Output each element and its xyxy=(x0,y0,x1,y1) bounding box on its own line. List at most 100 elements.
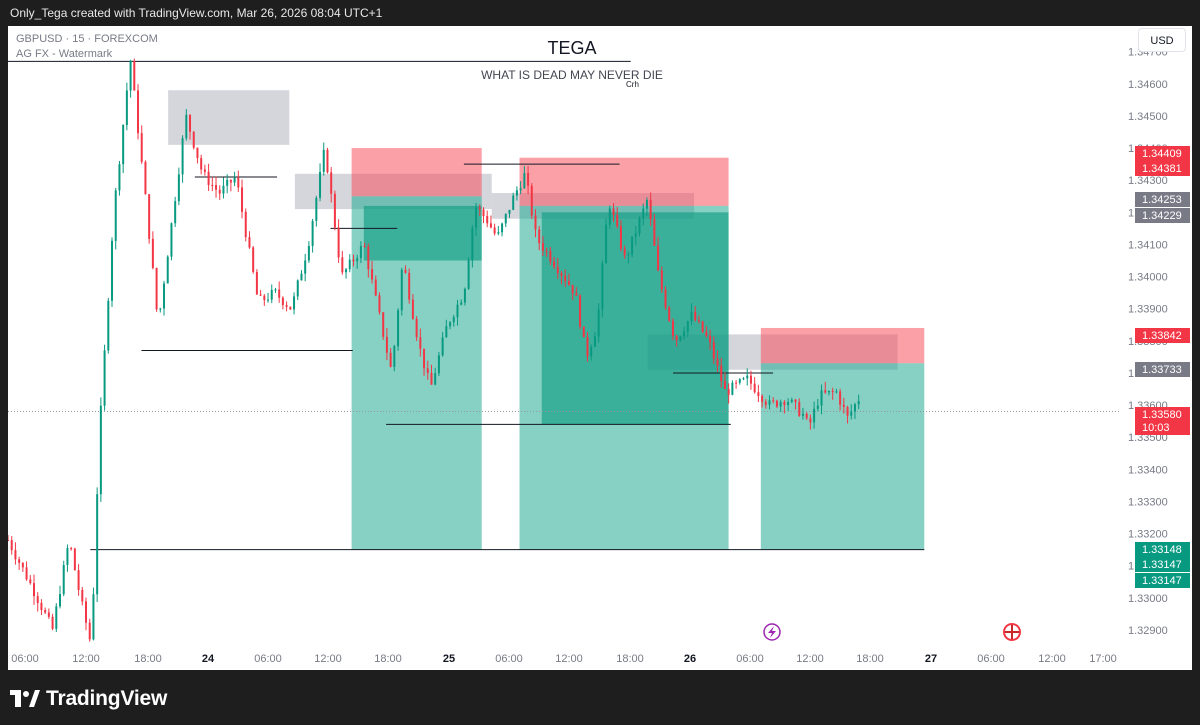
candle-body-223 xyxy=(835,391,838,393)
candle-body-43 xyxy=(166,256,169,284)
candle-body-211 xyxy=(790,399,793,402)
price-label-bg-1 xyxy=(1135,161,1190,176)
candle-body-146 xyxy=(549,251,552,262)
candle-body-19 xyxy=(77,570,80,590)
candle-body-136 xyxy=(512,195,515,210)
price-label-9: 1.33147 xyxy=(1142,575,1182,587)
y-tick-label-14: 1.33300 xyxy=(1128,496,1168,508)
candle-body-0 xyxy=(8,539,9,541)
price-label-5: 1.33733 xyxy=(1142,364,1182,376)
candle-body-105 xyxy=(397,310,400,347)
x-tick-label-7: 25 xyxy=(443,653,455,665)
lines-layer xyxy=(8,60,1120,551)
flash-bolt-icon xyxy=(768,626,776,638)
candle-body-79 xyxy=(300,273,303,281)
chart-area[interactable]: 1.347001.346001.345001.344001.343001.342… xyxy=(8,26,1192,670)
candle-body-147 xyxy=(553,261,556,267)
chart-title: TEGA xyxy=(547,38,596,58)
candle-body-32 xyxy=(125,90,128,125)
candle-body-108 xyxy=(408,272,411,300)
candle-body-55 xyxy=(211,184,214,186)
candle-body-66 xyxy=(252,247,255,272)
candle-body-210 xyxy=(787,401,790,406)
candle-body-155 xyxy=(582,326,585,338)
candle-body-168 xyxy=(631,236,634,255)
candle-body-58 xyxy=(222,185,225,194)
price-label-bg-2 xyxy=(1135,192,1190,207)
candle-body-137 xyxy=(515,190,518,196)
candle-body-228 xyxy=(853,404,856,412)
candle-body-120 xyxy=(452,317,455,323)
candle-body-119 xyxy=(449,322,452,327)
zones-layer xyxy=(168,90,925,550)
gray-zone-1 xyxy=(168,90,290,145)
candle-body-39 xyxy=(151,238,154,269)
x-tick-label-17: 12:00 xyxy=(1038,653,1066,665)
candle-body-139 xyxy=(523,172,526,189)
candle-body-215 xyxy=(805,413,808,419)
candle-body-226 xyxy=(846,406,849,416)
x-tick-label-10: 18:00 xyxy=(616,653,644,665)
candle-body-2 xyxy=(14,550,17,560)
candle-body-54 xyxy=(207,171,210,185)
candle-body-112 xyxy=(423,348,426,369)
stop-zone-1 xyxy=(351,148,482,197)
y-tick-label-17: 1.33000 xyxy=(1128,593,1168,605)
candle-body-209 xyxy=(783,401,786,406)
annotation-crh: Crh xyxy=(626,80,639,89)
candle-body-227 xyxy=(850,411,853,416)
price-label-bg-8 xyxy=(1135,557,1190,572)
candle-body-224 xyxy=(839,391,842,405)
candle-body-192 xyxy=(720,365,723,382)
candle-body-27 xyxy=(107,300,110,351)
candle-body-42 xyxy=(163,283,166,309)
candle-body-106 xyxy=(400,269,403,311)
candle-body-118 xyxy=(445,326,448,338)
candle-body-21 xyxy=(85,601,88,623)
currency-button[interactable]: USD xyxy=(1138,28,1186,52)
candle-body-5 xyxy=(25,567,28,580)
candle-body-7 xyxy=(33,583,36,597)
candle-body-96 xyxy=(363,245,366,247)
candle-body-8 xyxy=(36,596,39,603)
candle-body-160 xyxy=(601,263,604,310)
candle-body-126 xyxy=(475,207,478,228)
candle-body-23 xyxy=(92,594,95,640)
candle-body-22 xyxy=(88,622,91,640)
candle-body-173 xyxy=(649,200,652,220)
candle-body-216 xyxy=(809,418,812,423)
candle-body-207 xyxy=(775,400,778,407)
candle-body-129 xyxy=(486,216,489,224)
candle-body-1 xyxy=(10,540,13,551)
candle-body-104 xyxy=(393,346,396,367)
symbol-info: GBPUSD · 15 · FOREXCOM xyxy=(16,33,158,45)
candle-body-95 xyxy=(359,245,362,259)
candle-body-85 xyxy=(322,149,325,172)
price-label-2: 1.34253 xyxy=(1142,194,1182,206)
candle-body-208 xyxy=(779,401,782,407)
candle-body-71 xyxy=(270,289,273,300)
candle-body-191 xyxy=(716,358,719,366)
candle-body-26 xyxy=(103,350,106,406)
candle-body-18 xyxy=(73,548,76,571)
candle-body-76 xyxy=(289,306,292,310)
candle-body-29 xyxy=(114,190,117,241)
candle-body-177 xyxy=(664,289,667,308)
tradingview-logo[interactable]: TradingView xyxy=(10,687,167,711)
price-chart[interactable]: 1.347001.346001.345001.344001.343001.342… xyxy=(8,26,1192,670)
candle-body-135 xyxy=(508,209,511,214)
candle-body-65 xyxy=(248,237,251,248)
candle-body-199 xyxy=(746,375,749,379)
candle-body-77 xyxy=(293,296,296,310)
candle-body-197 xyxy=(738,379,741,383)
candle-body-13 xyxy=(55,606,58,629)
candle-body-157 xyxy=(590,346,593,357)
candle-body-48 xyxy=(185,114,188,139)
candle-body-174 xyxy=(653,219,656,246)
axes-layer: 1.347001.346001.345001.344001.343001.342… xyxy=(8,26,1192,670)
candle-body-148 xyxy=(556,266,559,274)
candle-body-151 xyxy=(567,281,570,285)
x-tick-label-15: 27 xyxy=(925,653,937,665)
candle-body-46 xyxy=(177,174,180,202)
candle-body-214 xyxy=(801,413,804,416)
